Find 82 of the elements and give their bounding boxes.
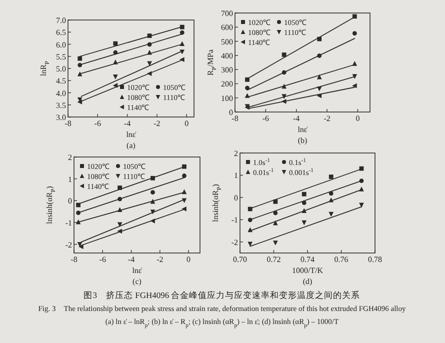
- point: [273, 199, 278, 204]
- x-tick-label: -2: [156, 255, 164, 264]
- point: [352, 83, 357, 88]
- point: [78, 56, 82, 61]
- x-tick-label: -8: [70, 255, 78, 264]
- x-tick-label: 0: [186, 255, 191, 264]
- point: [245, 77, 250, 82]
- point: [182, 174, 186, 178]
- y-tick-label: 6.0: [56, 40, 66, 50]
- point: [328, 174, 334, 179]
- point: [316, 74, 322, 80]
- y-tick-label: 2: [68, 153, 72, 162]
- point: [302, 220, 307, 226]
- caption: 图3 挤压态 FGH4096 合金峰值应力与应变速率和变形温度之间的关系: [84, 290, 360, 300]
- y-tick-label: 2: [234, 149, 238, 158]
- point: [77, 242, 82, 247]
- point: [328, 212, 334, 217]
- point: [117, 222, 122, 228]
- y-tick-label: 100: [221, 94, 233, 103]
- x-tick-label: 0.76: [334, 255, 348, 264]
- point: [113, 41, 118, 46]
- x-tick-label: 0.74: [300, 255, 314, 264]
- y-tick-label: 5.5: [56, 52, 66, 62]
- text: (c): [132, 277, 142, 286]
- x-axis-title: lnε̇: [132, 266, 143, 275]
- y-tick-label: 0: [229, 108, 233, 117]
- x-axis-title: 1000/T/K: [292, 266, 324, 275]
- point: [352, 14, 357, 19]
- x-tick-label: -4: [124, 119, 131, 128]
- x-tick-label: -4: [128, 255, 135, 264]
- y-tick-label: 1: [68, 174, 72, 184]
- x-tick-label: -6: [99, 255, 106, 264]
- x-axis-title: lnε̇: [298, 125, 308, 134]
- x-tick-label: 0: [184, 119, 189, 128]
- point: [273, 240, 278, 246]
- point: [77, 71, 82, 76]
- x-axis-title: lnε̇: [126, 130, 137, 139]
- y-tick-label: -2: [65, 240, 72, 250]
- y-tick-label: 5.0: [56, 64, 66, 74]
- y-tick-label: 7.0: [56, 16, 66, 25]
- y-tick-label: 700: [221, 9, 233, 18]
- text: (d): [302, 277, 312, 286]
- y-tick-label: -1: [65, 218, 72, 228]
- x-tick-label: -4: [293, 114, 300, 123]
- point: [282, 52, 286, 57]
- point: [182, 198, 187, 204]
- y-tick-label: 300: [221, 66, 233, 75]
- point: [182, 164, 186, 169]
- y-tick-label: 400: [221, 51, 233, 60]
- x-tick-label: -8: [64, 119, 72, 128]
- y-tick-label: 500: [221, 37, 233, 46]
- y-tick-label: 3.5: [56, 100, 66, 110]
- y-tick-label: 0: [234, 193, 238, 202]
- point: [302, 192, 306, 196]
- point: [78, 244, 84, 250]
- point: [352, 74, 358, 79]
- y-tick-label: 6.5: [56, 28, 66, 38]
- x-tick-label: -6: [262, 114, 270, 123]
- y-tick-label: 0: [68, 196, 72, 206]
- y-tick-label: -2: [231, 238, 238, 247]
- x-tick-label: -8: [232, 114, 238, 123]
- y-tick-label: 1: [234, 171, 238, 180]
- y-tick-label: 3.0: [56, 113, 66, 122]
- text: (a): [126, 141, 136, 150]
- point: [113, 74, 118, 80]
- y-tick-label: -1: [231, 216, 238, 225]
- y-tick-label: 200: [221, 80, 233, 89]
- y-tick-label: 600: [221, 23, 233, 32]
- y-tick-label: 4.0: [56, 88, 66, 98]
- y-tick-label: 4.5: [56, 76, 66, 86]
- x-tick-label: 0.70: [233, 255, 247, 264]
- point: [150, 190, 155, 195]
- x-tick-label: 0.72: [266, 255, 281, 264]
- x-tick-label: -2: [154, 119, 160, 128]
- x-tick-label: -2: [324, 114, 330, 123]
- x-tick-label: 0: [356, 114, 360, 123]
- point: [352, 31, 357, 36]
- text: (b): [298, 136, 308, 145]
- x-tick-label: 0.78: [368, 255, 382, 264]
- point: [180, 57, 184, 62]
- point: [150, 210, 156, 214]
- x-tick-label: -6: [94, 119, 101, 128]
